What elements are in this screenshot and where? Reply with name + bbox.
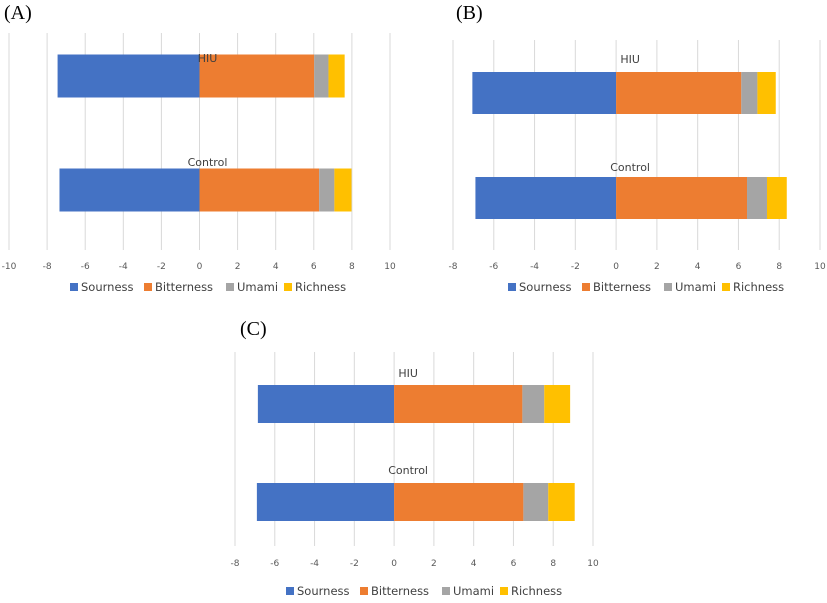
panel-b-x-tick-label: 10 xyxy=(814,262,826,272)
panel-a-x-tick-label: -8 xyxy=(43,262,52,272)
panel-c-bar-control-umami xyxy=(523,483,549,521)
panel-b-legend-swatch-bitterness xyxy=(582,283,590,291)
panel-b-bar-control-bitterness xyxy=(616,177,748,219)
panel-a-legend-label-umami: Umami xyxy=(237,280,278,294)
panel-c-x-tick-label: -8 xyxy=(231,559,240,569)
panel-b-x-tick-label: -2 xyxy=(571,262,580,272)
panel-c-category-label-hiu: HIU xyxy=(398,367,418,380)
panel-a-legend-label-bitterness: Bitterness xyxy=(155,280,213,294)
panel-b-x-tick-label: 2 xyxy=(654,262,660,272)
panel-c-x-tick-label: 2 xyxy=(431,559,437,569)
panel-b-category-label-hiu: HIU xyxy=(620,53,640,66)
panel-c-bar-hiu-richness xyxy=(544,385,571,423)
panel-c-x-tick-label: 4 xyxy=(471,559,477,569)
panel-b-x-tick-label: 6 xyxy=(736,262,742,272)
panel-a-bar-hiu-sourness xyxy=(57,54,200,98)
panel-b-bar-hiu-sourness xyxy=(472,72,617,114)
panel-a-x-tick-label: 4 xyxy=(273,262,279,272)
panel-a-legend-swatch-sourness xyxy=(70,283,78,291)
panel-a-x-tick-label: 0 xyxy=(197,262,203,272)
panel-a-bar-hiu-bitterness xyxy=(199,54,315,98)
panel-c-bar-control-bitterness xyxy=(394,483,524,521)
panel-a-bar-hiu-umami xyxy=(314,54,329,98)
panel-c-legend-label-richness: Richness xyxy=(511,584,562,598)
panel-b-bar-control-sourness xyxy=(475,177,617,219)
panel-c-x-tick-label: 10 xyxy=(587,559,599,569)
panel-label-b: (B) xyxy=(456,2,483,24)
panel-c-bar-control-sourness xyxy=(256,483,395,521)
panel-b-bar-hiu-richness xyxy=(757,72,776,114)
panel-c-x-tick-label: -2 xyxy=(350,559,359,569)
panel-c-category-label-control: Control xyxy=(388,464,428,477)
panel-a-x-tick-label: 10 xyxy=(384,262,396,272)
panel-a-bar-control-umami xyxy=(319,168,335,212)
panel-a-bar-control-bitterness xyxy=(199,168,320,212)
panel-a-x-tick-label: -6 xyxy=(81,262,90,272)
panel-a-category-label-hiu: HIU xyxy=(198,52,218,65)
panel-a-x-tick-label: -2 xyxy=(157,262,166,272)
panel-b-legend-label-bitterness: Bitterness xyxy=(593,280,651,294)
panel-c-legend-label-umami: Umami xyxy=(453,584,494,598)
panel-b-x-tick-label: 8 xyxy=(776,262,782,272)
panel-label-c: (C) xyxy=(240,318,267,340)
panel-a-bar-control-sourness xyxy=(59,168,200,212)
panel-c-legend-swatch-umami xyxy=(442,587,450,595)
panel-b-bar-hiu-umami xyxy=(741,72,758,114)
panel-a-x-tick-label: -10 xyxy=(2,262,17,272)
panel-c-bar-control-richness xyxy=(548,483,575,521)
panel-b-bar-hiu-bitterness xyxy=(616,72,742,114)
panel-c-legend-swatch-bitterness xyxy=(360,587,368,595)
panel-b-x-tick-label: -4 xyxy=(530,262,539,272)
panel-b-x-tick-label: 0 xyxy=(613,262,619,272)
panel-b-x-tick-label: 4 xyxy=(695,262,701,272)
panel-b-x-tick-label: -8 xyxy=(449,262,458,272)
panel-a-legend-label-richness: Richness xyxy=(295,280,346,294)
panel-b-legend-swatch-umami xyxy=(664,283,672,291)
panel-b-legend-label-richness: Richness xyxy=(733,280,784,294)
panel-a-legend-swatch-richness xyxy=(284,283,292,291)
panel-a-legend-label-sourness: Sourness xyxy=(81,280,134,294)
panel-c-bar-hiu-bitterness xyxy=(394,385,523,423)
panel-b-x-tick-label: -6 xyxy=(489,262,498,272)
panel-a-legend-swatch-umami xyxy=(226,283,234,291)
panel-a-x-tick-label: 6 xyxy=(311,262,317,272)
panel-b-legend-label-umami: Umami xyxy=(675,280,716,294)
panel-b-legend-swatch-sourness xyxy=(508,283,516,291)
panel-a-x-tick-label: 2 xyxy=(235,262,241,272)
panel-a-x-tick-label: -4 xyxy=(119,262,128,272)
panel-c-legend-label-bitterness: Bitterness xyxy=(371,584,429,598)
panel-c-x-tick-label: 6 xyxy=(511,559,517,569)
panel-a-category-label-control: Control xyxy=(188,156,228,169)
panel-c-legend-label-sourness: Sourness xyxy=(297,584,350,598)
panel-b-bar-control-richness xyxy=(766,177,787,219)
panel-b-category-label-control: Control xyxy=(610,161,650,174)
panel-c-bar-hiu-sourness xyxy=(257,385,395,423)
panel-label-a: (A) xyxy=(4,2,32,24)
panel-c-legend-swatch-richness xyxy=(500,587,508,595)
panel-b-bar-control-umami xyxy=(747,177,767,219)
panel-c-x-tick-label: 0 xyxy=(391,559,397,569)
panel-b-legend-swatch-richness xyxy=(722,283,730,291)
panel-a-bar-control-richness xyxy=(334,168,352,212)
panel-c-x-tick-label: -6 xyxy=(270,559,279,569)
panel-a-x-tick-label: 8 xyxy=(349,262,355,272)
panel-c-legend-swatch-sourness xyxy=(286,587,294,595)
panel-c-x-tick-label: 8 xyxy=(550,559,556,569)
panel-b-legend-label-sourness: Sourness xyxy=(519,280,572,294)
panel-a-legend-swatch-bitterness xyxy=(144,283,152,291)
panel-a-bar-hiu-richness xyxy=(328,54,345,98)
panel-c-bar-hiu-umami xyxy=(522,385,545,423)
panel-c-x-tick-label: -4 xyxy=(310,559,319,569)
